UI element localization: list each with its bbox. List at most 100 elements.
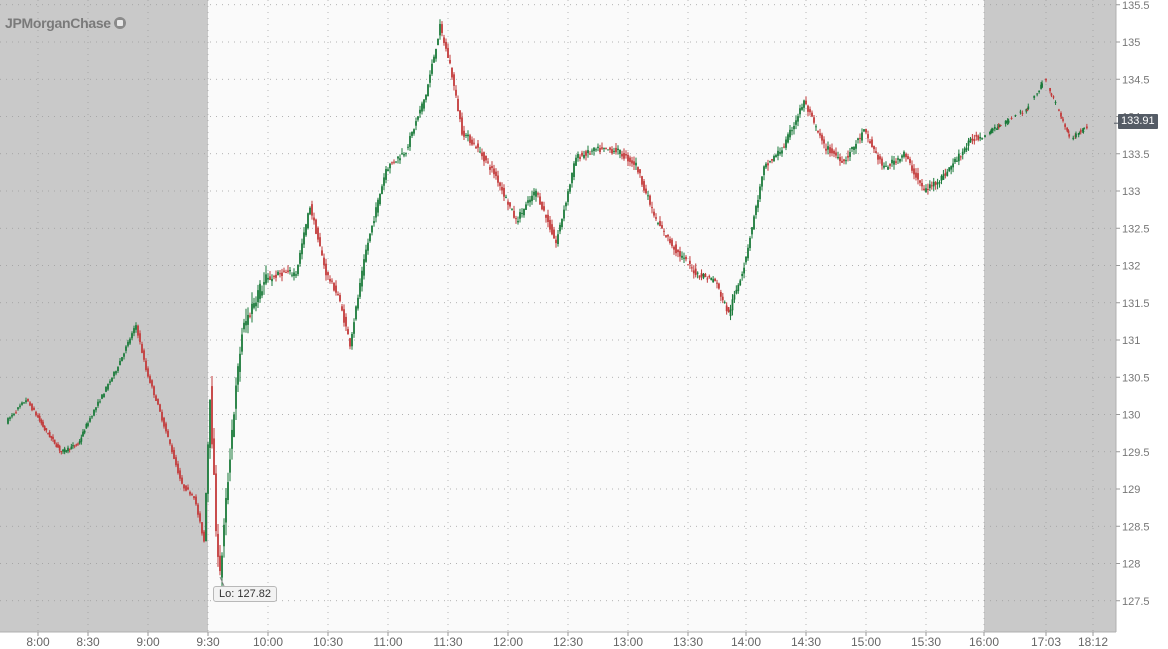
candle-body bbox=[795, 120, 797, 125]
candle-body bbox=[1007, 120, 1010, 123]
candle-body bbox=[277, 271, 279, 276]
candle-body bbox=[177, 463, 179, 474]
candle-body bbox=[1025, 109, 1028, 112]
candle-body bbox=[997, 125, 1000, 128]
candle-body bbox=[909, 158, 911, 164]
candle-body bbox=[391, 162, 393, 164]
candle-body bbox=[89, 418, 91, 422]
candle-body bbox=[117, 366, 119, 372]
time-tick-label: 11:00 bbox=[373, 635, 402, 649]
candle-body bbox=[865, 129, 867, 133]
time-tick-label: 12:30 bbox=[553, 635, 583, 649]
candle-body bbox=[1060, 117, 1063, 119]
candle-body bbox=[401, 153, 403, 155]
candle-body bbox=[677, 249, 679, 253]
candle-body bbox=[489, 166, 491, 170]
candle-body bbox=[845, 160, 847, 162]
candle-body bbox=[839, 157, 841, 162]
candle-body bbox=[347, 329, 349, 335]
candle-body bbox=[653, 211, 655, 216]
candle-body bbox=[453, 74, 455, 86]
candle-body bbox=[189, 491, 191, 495]
candle-body bbox=[15, 412, 17, 414]
candle-body bbox=[379, 193, 381, 205]
candle-body bbox=[133, 328, 135, 334]
candle-body bbox=[1062, 119, 1064, 121]
candle-body bbox=[575, 157, 577, 166]
candle-body bbox=[923, 188, 925, 191]
candle-body bbox=[925, 188, 927, 193]
candle-body bbox=[105, 386, 107, 392]
candle-body bbox=[611, 149, 613, 154]
candle-body bbox=[297, 264, 299, 275]
candle-body bbox=[99, 401, 101, 403]
candle-body bbox=[577, 153, 579, 158]
time-tick-label: 10:00 bbox=[253, 635, 283, 649]
candle-body bbox=[60, 450, 63, 452]
candle-body bbox=[425, 94, 427, 100]
candle-body bbox=[507, 201, 509, 205]
candle-body bbox=[33, 407, 35, 410]
candle-body bbox=[627, 154, 629, 162]
low-annotation-label: Lo: 127.82 bbox=[213, 586, 277, 602]
candle-body bbox=[843, 159, 845, 162]
candle-body bbox=[793, 125, 795, 130]
candle-body bbox=[996, 126, 999, 128]
candle-body bbox=[361, 270, 363, 287]
candle-body bbox=[871, 139, 873, 148]
candle-body bbox=[591, 150, 593, 152]
candle-body bbox=[1085, 126, 1088, 129]
candle-body bbox=[415, 121, 417, 126]
time-tick-label: 14:00 bbox=[731, 635, 761, 649]
candle-body bbox=[47, 433, 49, 435]
candle-body bbox=[75, 444, 78, 446]
candle-body bbox=[365, 249, 367, 262]
candle-body bbox=[899, 158, 901, 162]
candle-body bbox=[679, 250, 681, 257]
candle-body bbox=[505, 196, 507, 198]
candle-body bbox=[163, 417, 165, 427]
candle-body bbox=[1038, 90, 1041, 93]
candle-body bbox=[643, 181, 645, 191]
candle-body bbox=[307, 213, 309, 229]
candle-body bbox=[1072, 137, 1075, 140]
candle-body bbox=[1060, 112, 1062, 117]
candle-body bbox=[1054, 102, 1057, 104]
candle-body bbox=[70, 446, 73, 450]
time-tick-label: 17:03 bbox=[1031, 635, 1061, 649]
candle-body bbox=[235, 385, 237, 409]
candle-body bbox=[121, 357, 123, 362]
candle-body bbox=[21, 402, 23, 405]
candle-body bbox=[135, 325, 137, 330]
candle-body bbox=[851, 146, 853, 149]
candle-body bbox=[755, 206, 757, 216]
candle-body bbox=[956, 160, 958, 162]
candle-body bbox=[72, 445, 74, 447]
candle-body bbox=[561, 218, 563, 228]
candle-body bbox=[1058, 109, 1060, 111]
candle-body bbox=[737, 285, 740, 292]
candle-body bbox=[829, 147, 831, 154]
candle-body bbox=[621, 153, 623, 157]
candle-body bbox=[285, 272, 287, 274]
candle-body bbox=[979, 137, 982, 139]
candle-body bbox=[948, 167, 951, 172]
candle-body bbox=[305, 224, 307, 236]
candle-body bbox=[531, 195, 533, 202]
candle-body bbox=[269, 276, 271, 280]
candle-body bbox=[719, 291, 722, 297]
price-tick-label: 128.5 bbox=[1122, 521, 1150, 533]
candle-body bbox=[29, 402, 31, 406]
candle-body bbox=[891, 159, 893, 164]
candle-body bbox=[1082, 130, 1085, 132]
candle-body bbox=[111, 377, 113, 382]
candle-body bbox=[855, 143, 857, 149]
candle-body bbox=[1027, 106, 1030, 110]
candle-body bbox=[617, 148, 619, 151]
candle-body bbox=[763, 166, 765, 176]
candle-body bbox=[585, 151, 587, 156]
candle-body bbox=[431, 63, 433, 74]
candle-body bbox=[151, 380, 153, 387]
candle-body bbox=[421, 103, 423, 112]
candle-body bbox=[619, 149, 621, 154]
